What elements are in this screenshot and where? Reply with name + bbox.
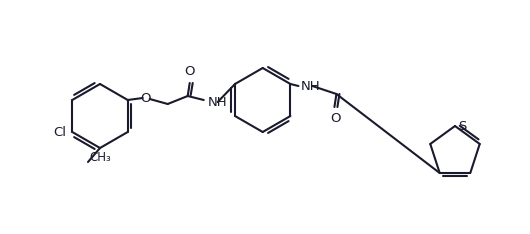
Text: Cl: Cl: [54, 125, 66, 139]
Text: NH: NH: [301, 80, 320, 92]
Text: O: O: [184, 65, 195, 78]
Text: S: S: [458, 120, 466, 132]
Text: O: O: [330, 112, 341, 125]
Text: O: O: [140, 91, 151, 105]
Text: CH₃: CH₃: [89, 151, 111, 164]
Text: NH: NH: [208, 95, 227, 109]
